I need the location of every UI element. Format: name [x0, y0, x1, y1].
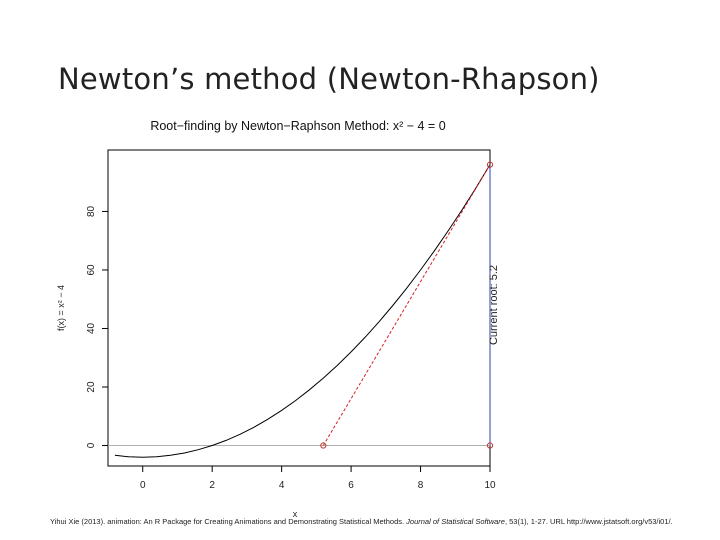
- x-tick-label: 0: [140, 480, 146, 491]
- y-tick-label: 80: [86, 205, 97, 217]
- y-axis-label: f(x) = x² − 4: [56, 285, 66, 331]
- x-tick-label: 10: [484, 480, 496, 491]
- current-root-label: Current root: 5.2: [488, 265, 500, 345]
- y-tick-label: 40: [86, 322, 97, 334]
- citation-rest: , 53(1), 1-27. URL http://www.jstatsoft.…: [504, 517, 673, 526]
- iteration-point-2: [486, 442, 494, 449]
- citation-journal: Journal of Statistical Software: [406, 517, 505, 526]
- x-tick-label: 2: [209, 480, 215, 491]
- citation-text: Yihui Xie (2013). animation: An R Packag…: [50, 517, 407, 526]
- iteration-point-1: [486, 161, 494, 168]
- iteration-point-3: [320, 442, 327, 449]
- citation: Yihui Xie (2013). animation: An R Packag…: [50, 516, 690, 527]
- slide-title: Newton’s method (Newton-Rhapson): [58, 62, 600, 96]
- y-tick-label: 20: [86, 381, 97, 393]
- chart-title: Root−finding by Newton−Raphson Method: x…: [150, 119, 445, 133]
- y-tick-label: 0: [86, 442, 97, 448]
- x-tick-label: 4: [279, 480, 285, 491]
- y-tick-label: 60: [86, 264, 97, 276]
- x-axis-label: x: [293, 509, 298, 519]
- series-line-1: [114, 164, 491, 458]
- series-line-2: [322, 164, 491, 446]
- x-tick-label: 6: [348, 480, 354, 491]
- x-tick-label: 8: [418, 480, 424, 491]
- plot-frame: [107, 149, 491, 467]
